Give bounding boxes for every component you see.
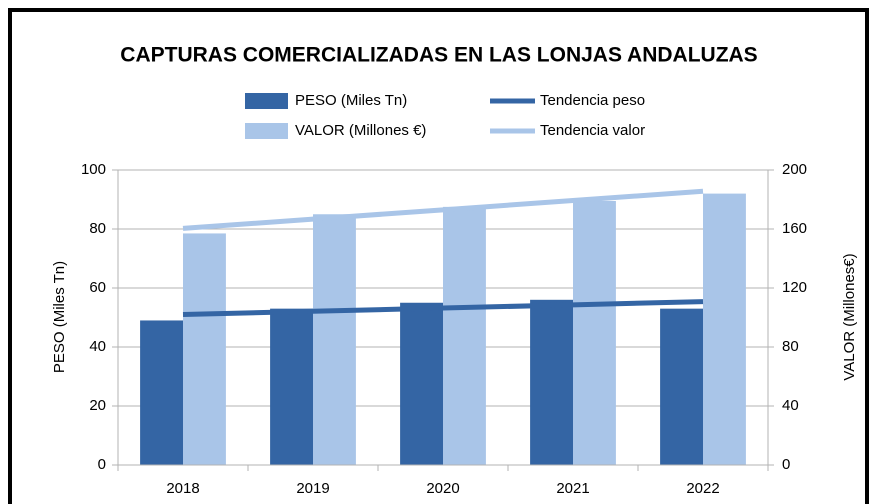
trend-line xyxy=(182,188,704,231)
y2-tick-label: 0 xyxy=(782,456,790,473)
y-axis-title: PESO (Miles Tn) xyxy=(51,261,68,373)
legend-label: Tendencia peso xyxy=(540,92,645,109)
y-tick-label: 60 xyxy=(89,279,106,296)
legend-label: Tendencia valor xyxy=(540,122,645,139)
y-tick-label: 80 xyxy=(89,220,106,237)
y2-tick-label: 200 xyxy=(782,161,807,178)
bar xyxy=(703,193,746,465)
y2-tick-label: 120 xyxy=(782,279,807,296)
x-tick-label: 2022 xyxy=(686,480,719,497)
y-tick-label: 0 xyxy=(98,456,106,473)
bar xyxy=(140,320,183,465)
bar xyxy=(270,308,313,465)
bar xyxy=(183,233,226,465)
bar xyxy=(530,299,573,465)
y-tick-label: 40 xyxy=(89,338,106,355)
x-tick-label: 2018 xyxy=(166,480,199,497)
x-tick-label: 2021 xyxy=(556,480,589,497)
y2-tick-label: 40 xyxy=(782,397,799,414)
legend-swatch xyxy=(245,123,288,139)
legend-label: VALOR (Millones €) xyxy=(295,122,426,139)
bar xyxy=(443,206,486,465)
y2-axis-title: VALOR (Millones€) xyxy=(841,253,858,380)
legend-label: PESO (Miles Tn) xyxy=(295,92,407,109)
y2-tick-label: 80 xyxy=(782,338,799,355)
trend-line xyxy=(182,299,704,318)
y2-tick-label: 160 xyxy=(782,220,807,237)
frame xyxy=(8,8,869,504)
x-tick-label: 2020 xyxy=(426,480,459,497)
bar xyxy=(573,200,616,465)
chart-title: CAPTURAS COMERCIALIZADAS EN LAS LONJAS A… xyxy=(120,44,757,67)
bar xyxy=(313,214,356,465)
y-tick-label: 20 xyxy=(89,397,106,414)
bar xyxy=(400,302,443,465)
bar xyxy=(660,308,703,465)
x-tick-label: 2019 xyxy=(296,480,329,497)
y-tick-label: 100 xyxy=(81,161,106,178)
legend-swatch xyxy=(245,93,288,109)
